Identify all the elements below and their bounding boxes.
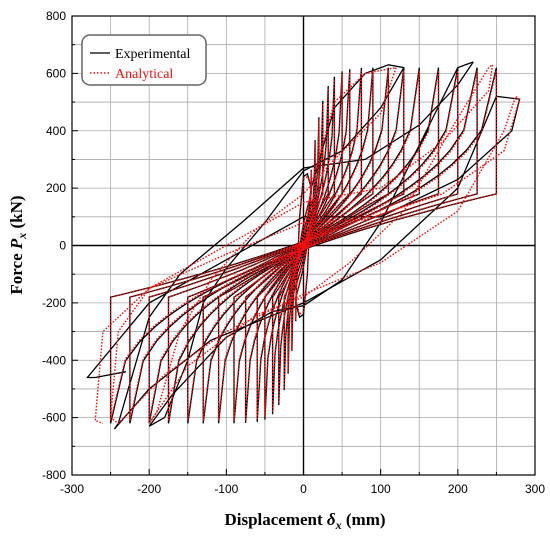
y-axis-title-suffix: (kN) (7, 195, 26, 232)
series-loop (295, 170, 312, 321)
y-tick-labels: -800 -600 -400 -200 0 200 400 600 800 (42, 9, 66, 482)
series-loop (291, 141, 316, 350)
legend-label-experimental: Experimental (115, 47, 191, 62)
y-tick-label: 200 (46, 181, 66, 195)
x-axis-title-prefix: Displacement (224, 510, 326, 529)
y-axis-title-symbol: P (7, 238, 26, 250)
x-axis-title-subscript: x (335, 518, 342, 532)
y-axis-title: Force Px (kN) (7, 195, 29, 294)
series-loop (256, 71, 351, 420)
series-loop (167, 70, 440, 421)
series-loop (167, 67, 440, 424)
x-tick-label: 200 (448, 482, 468, 496)
legend-box (81, 34, 207, 86)
y-tick-label: -200 (42, 296, 66, 310)
y-axis-title-prefix: Force (7, 249, 26, 294)
series-loop (109, 70, 498, 421)
series-loop (271, 79, 336, 412)
x-tick-labels: -300 -200 -100 0 100 200 300 (60, 482, 545, 496)
y-tick-label: 400 (46, 124, 66, 138)
y-tick-label: -800 (42, 468, 66, 482)
series-loop (129, 70, 478, 421)
series-loop (202, 70, 405, 421)
x-axis-title: Displacement δx (mm) (224, 510, 385, 532)
series-loop (244, 70, 363, 421)
legend-label-analytical: Analytical (115, 67, 173, 82)
series-loop (264, 74, 343, 417)
series-loop (217, 70, 390, 421)
series-analytical (94, 64, 521, 425)
y-tick-label: -600 (42, 411, 66, 425)
axis-ticks (71, 15, 536, 476)
series-loop (287, 119, 320, 372)
x-tick-label: -100 (214, 482, 238, 496)
y-tick-label: -400 (42, 353, 66, 367)
series-layer (86, 61, 521, 430)
x-tick-label: 300 (525, 482, 545, 496)
y-tick-label: 800 (46, 9, 66, 23)
series-cycle (86, 61, 521, 430)
y-tick-label: 0 (59, 239, 66, 253)
y-tick-label: 600 (46, 66, 66, 80)
x-axis-title-symbol: δ (327, 510, 336, 529)
x-tick-label: 100 (371, 482, 391, 496)
series-loop (283, 103, 324, 388)
series-cycle (148, 64, 494, 424)
x-tick-label: -300 (60, 482, 84, 496)
y-axis-title-subscript: x (15, 233, 29, 240)
series-loop (129, 67, 478, 424)
series-cycle (295, 175, 312, 316)
x-tick-label: -200 (137, 482, 161, 496)
series-loop (148, 70, 459, 421)
x-tick-label: 0 (300, 482, 307, 496)
x-axis-title-suffix: (mm) (342, 510, 386, 529)
legend: Experimental Analytical (81, 34, 207, 86)
